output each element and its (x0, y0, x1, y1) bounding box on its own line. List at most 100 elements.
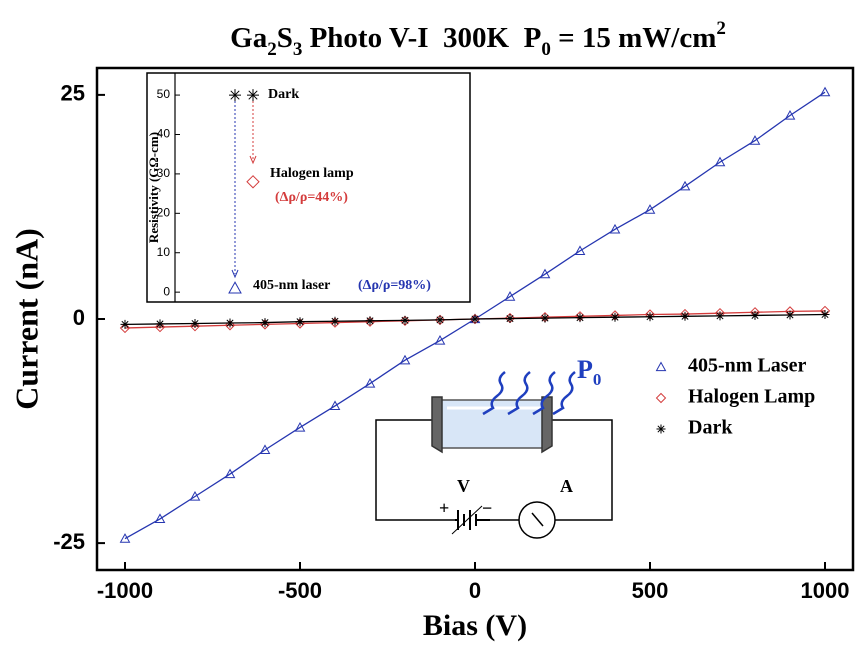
marker (679, 180, 691, 191)
marker (155, 319, 165, 329)
inset-y-label: Resistivity (GΩ-cm) (146, 132, 161, 243)
x-tick-label: 0 (469, 578, 481, 603)
inset-y-tick-label: 40 (157, 127, 171, 141)
x-tick-label: 1000 (801, 578, 850, 603)
marker (680, 311, 690, 321)
x-axis-label: Bias (V) (423, 609, 527, 642)
legend-marker (656, 424, 666, 434)
x-tick-label: 500 (632, 578, 669, 603)
marker (644, 204, 656, 214)
ammeter-needle (531, 512, 544, 527)
legend-label: Halogen Lamp (688, 386, 815, 408)
wire (375, 419, 455, 521)
inset-y-tick-label: 0 (163, 284, 170, 298)
marker (714, 156, 726, 167)
marker (224, 468, 236, 479)
inset-y-tick-label: 10 (157, 245, 171, 259)
inset-y-tick-label: 20 (157, 205, 171, 219)
y-axis-label: Current (nA) (8, 228, 44, 410)
marker (364, 378, 376, 388)
marker (228, 281, 242, 294)
marker (470, 314, 480, 324)
y-tick-label: -25 (53, 529, 85, 554)
chart-title-part: 0 (541, 39, 551, 60)
plus-label: + (439, 498, 449, 518)
marker (645, 312, 655, 322)
inset-y-tick-label: 30 (157, 166, 171, 180)
marker (505, 314, 515, 324)
ammeter-label: A (560, 476, 573, 496)
marker (330, 316, 340, 326)
chart-title-part: = 15 mW/cm (551, 22, 717, 54)
legend-marker (655, 361, 667, 372)
marker (785, 310, 795, 320)
inset-annotation: (Δρ/ρ=98%) (358, 278, 431, 293)
marker (539, 268, 551, 279)
marker (434, 334, 446, 345)
marker (504, 291, 516, 301)
marker (820, 310, 830, 320)
marker (574, 245, 586, 255)
marker (189, 490, 201, 501)
y-tick-label: 0 (73, 305, 85, 330)
x-tick-label: -500 (278, 578, 322, 603)
legend-label: Dark (688, 417, 733, 439)
inset-label: Dark (268, 87, 299, 102)
marker (259, 444, 271, 454)
inset-label: 405-nm laser (253, 278, 330, 293)
chart-title-part: Photo V-I 300K P (302, 22, 541, 54)
marker (120, 319, 130, 329)
marker (260, 318, 270, 328)
marker (610, 312, 620, 322)
chart-title: Ga2S3 Photo V-I 300K P0 = 15 mW/cm2 (230, 18, 726, 60)
marker (750, 310, 760, 320)
marker (399, 315, 411, 326)
marker (119, 533, 131, 543)
light-label-part: P (577, 355, 593, 384)
inset-annotation: (Δρ/ρ=44%) (275, 190, 348, 205)
y-tick-label: 25 (61, 81, 85, 106)
marker (400, 315, 410, 325)
marker (119, 322, 131, 334)
minus-label: − (482, 498, 492, 518)
marker (224, 320, 236, 331)
electrode (541, 396, 553, 454)
marker (575, 313, 585, 323)
arrow-head (231, 269, 239, 279)
legend-marker (655, 392, 667, 404)
marker (246, 175, 260, 189)
chart-title-part: Ga (230, 22, 268, 54)
marker (225, 318, 235, 328)
electrode (431, 396, 443, 454)
chart-title-part: 2 (267, 39, 277, 60)
marker (609, 223, 621, 234)
marker (399, 354, 411, 365)
marker (715, 311, 725, 321)
inset-y-tick-label: 50 (157, 87, 171, 101)
marker (247, 89, 259, 102)
legend-label: 405-nm Laser (688, 355, 806, 377)
marker (540, 313, 550, 323)
battery (451, 505, 490, 535)
wire (552, 419, 613, 521)
marker (154, 513, 166, 524)
chart-title-part: S (277, 22, 293, 54)
inset-label: Halogen lamp (270, 166, 354, 181)
circuit-diagram (375, 371, 613, 539)
marker (154, 321, 166, 333)
marker (329, 400, 341, 411)
x-tick-label: -1000 (97, 578, 153, 603)
light-label-part: 0 (593, 370, 602, 389)
voltage-label: V (457, 476, 470, 496)
marker (294, 421, 306, 432)
marker (295, 317, 305, 327)
marker (819, 86, 831, 97)
marker (189, 320, 201, 332)
marker (784, 109, 796, 120)
marker (435, 315, 445, 325)
marker (190, 318, 200, 328)
light-rays (482, 371, 576, 416)
inset-frame (146, 72, 471, 303)
chart-title-part: 2 (716, 18, 726, 39)
